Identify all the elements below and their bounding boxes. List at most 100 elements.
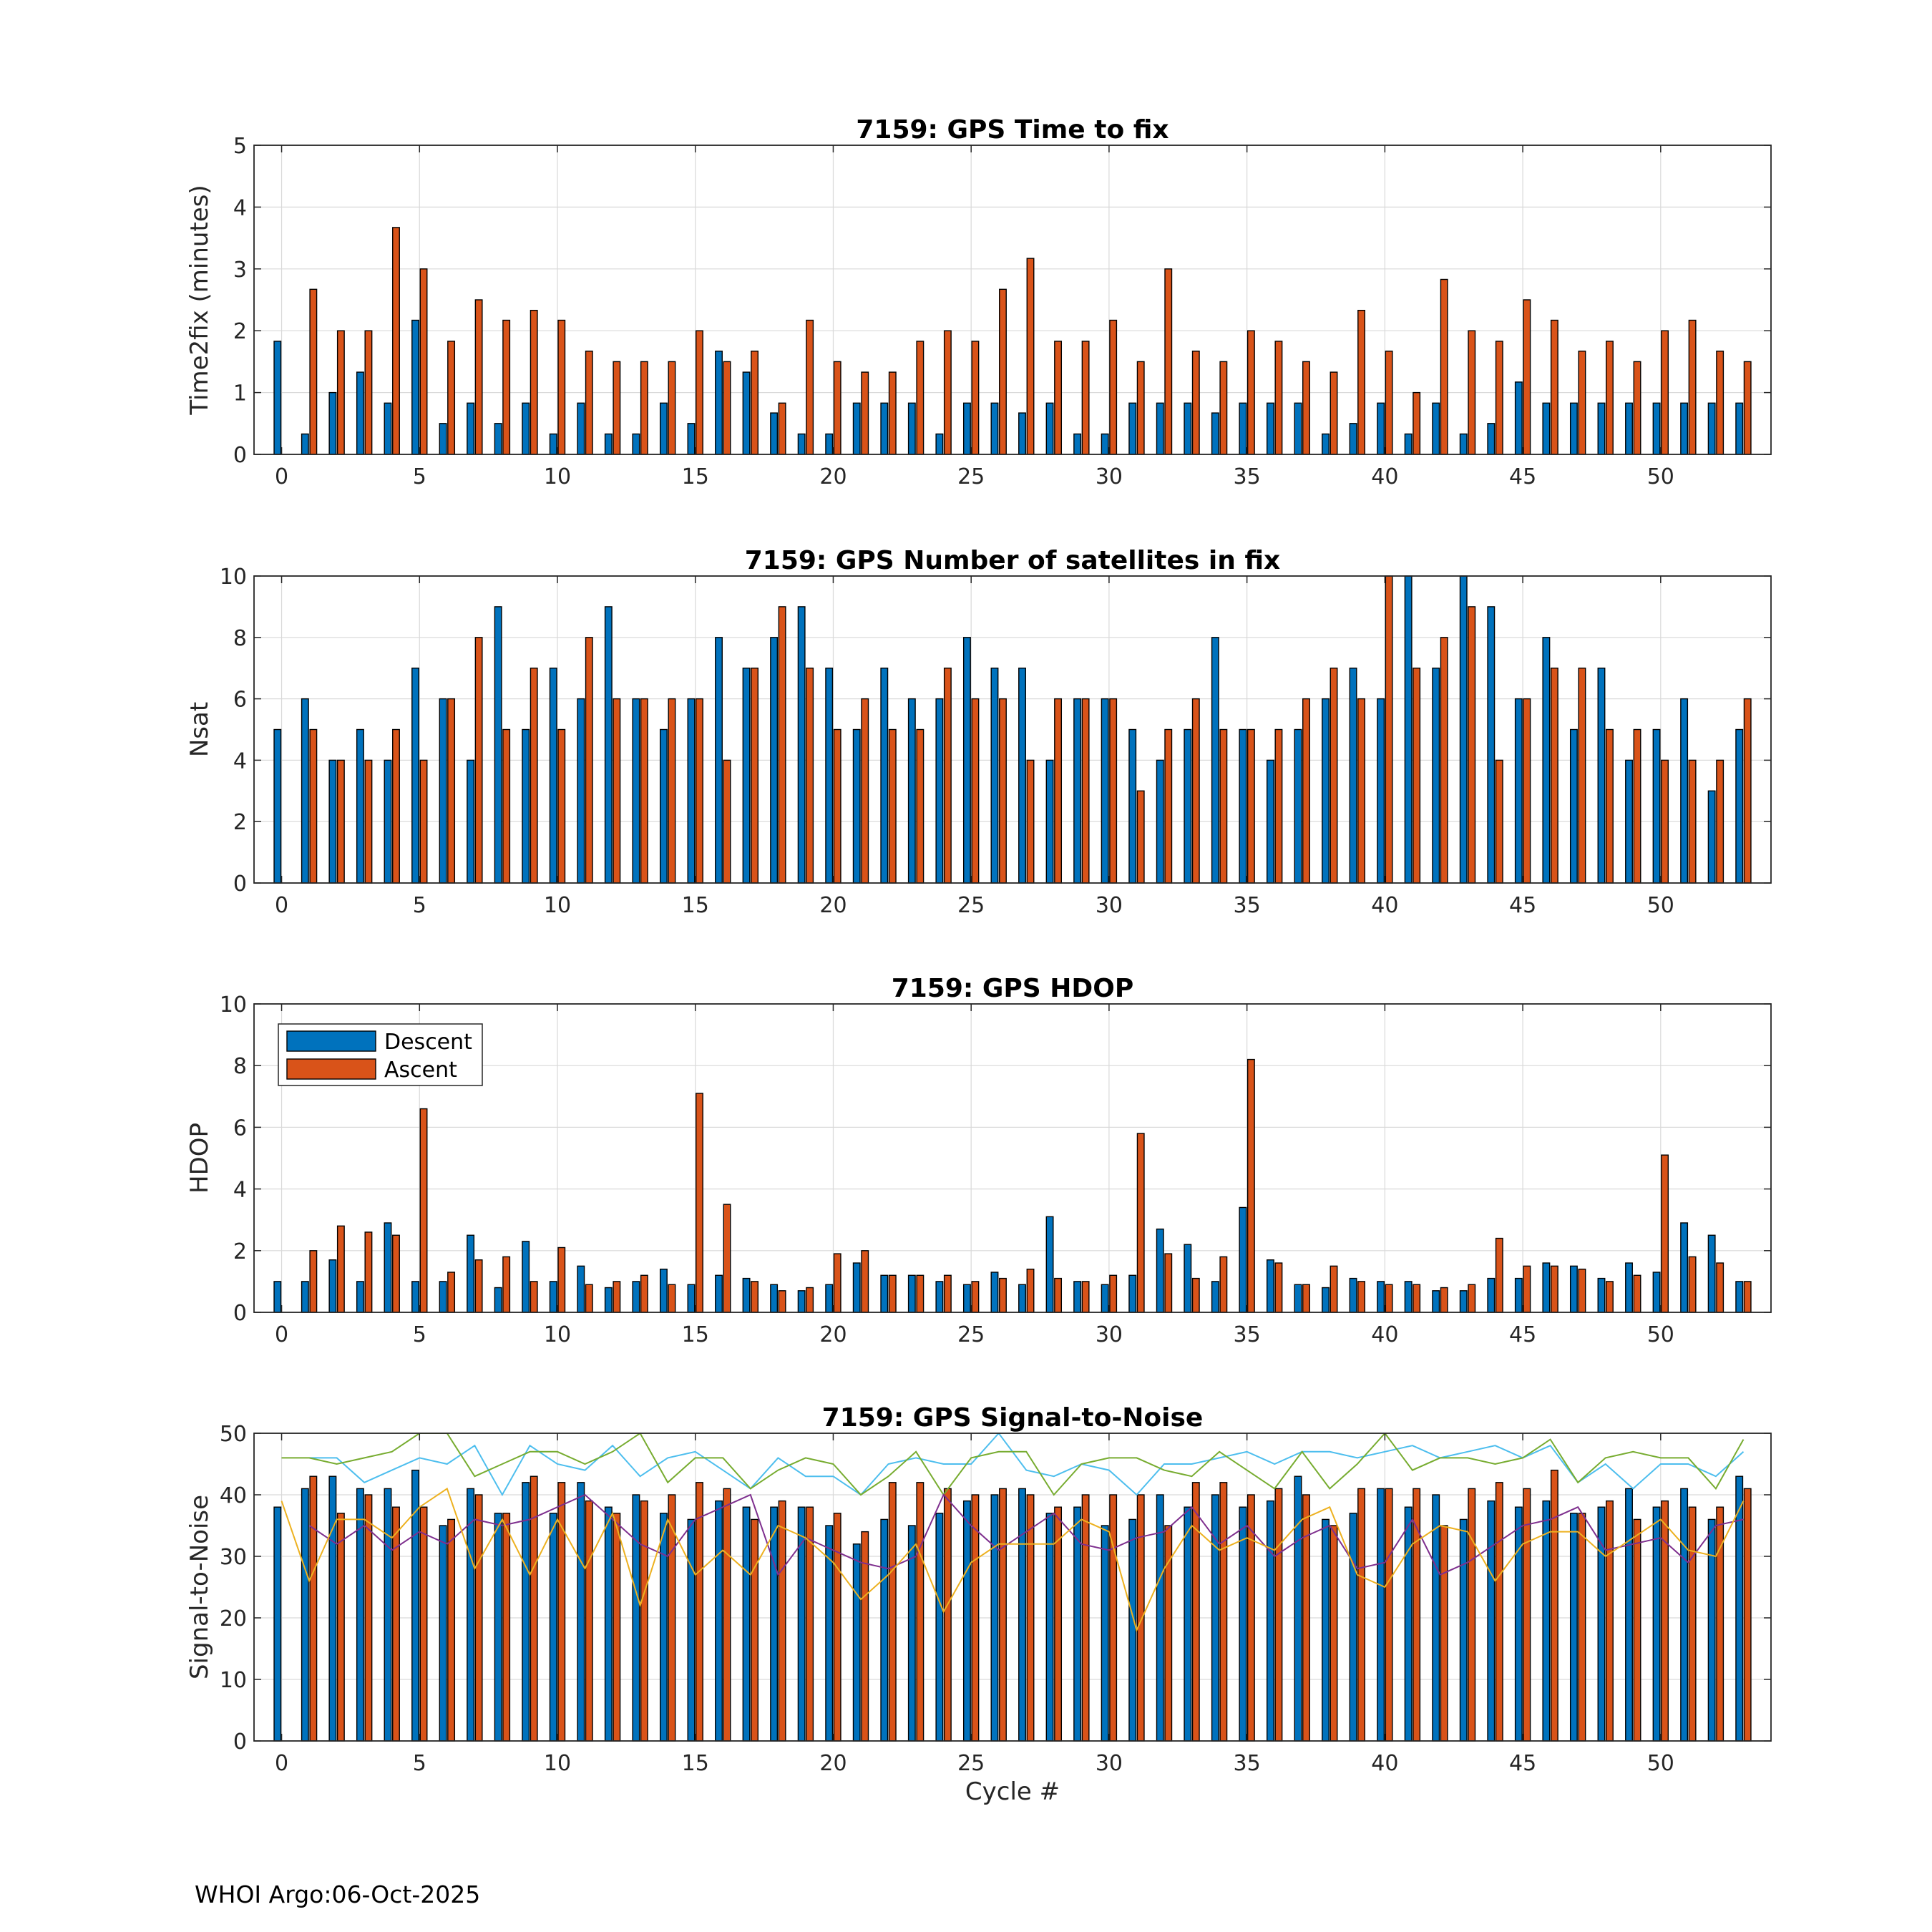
- descent-bar: [715, 351, 723, 455]
- x-tick-label: 35: [1234, 1322, 1261, 1347]
- descent-bar: [1432, 402, 1440, 455]
- descent-bar: [1018, 412, 1026, 455]
- descent-bar: [1239, 728, 1247, 884]
- descent-bar: [384, 759, 392, 884]
- chart-title: 7159: GPS Time to fix: [856, 115, 1169, 145]
- ascent-bar: [557, 1246, 566, 1313]
- ascent-bar: [751, 1281, 759, 1313]
- descent-bar: [1349, 668, 1357, 884]
- snr-line-second: [281, 1433, 1745, 1496]
- descent-bar: [273, 341, 282, 455]
- x-tick-label: 50: [1647, 893, 1674, 918]
- ascent-bar: [1550, 1469, 1558, 1742]
- ascent-bar: [474, 299, 483, 455]
- descent-bar: [439, 1281, 447, 1313]
- ascent-bar: [1330, 1265, 1338, 1313]
- ascent-bar: [971, 698, 980, 884]
- y-axis-label: Nsat: [185, 702, 214, 757]
- descent-bar: [411, 668, 419, 884]
- descent-bar: [1487, 1500, 1496, 1742]
- ascent-bar: [1606, 1281, 1614, 1313]
- ascent-bar: [1661, 1500, 1669, 1742]
- ascent-bar: [1109, 698, 1118, 884]
- descent-bar: [273, 728, 282, 884]
- descent-bar: [1266, 759, 1274, 884]
- descent-bar: [1652, 728, 1661, 884]
- descent-bar: [1404, 433, 1413, 455]
- descent-bar: [1018, 1284, 1026, 1313]
- descent-bar: [1184, 402, 1192, 455]
- ascent-bar: [392, 1234, 400, 1313]
- descent-bar: [1156, 402, 1164, 455]
- ascent-bar: [751, 1518, 759, 1742]
- ascent-bar: [1661, 759, 1669, 884]
- descent-bar: [273, 1506, 282, 1742]
- ascent-bar: [1606, 341, 1614, 455]
- descent-bar: [1045, 402, 1054, 455]
- descent-bar: [411, 319, 419, 455]
- descent-bar: [301, 1488, 309, 1742]
- descent-bar: [549, 433, 557, 455]
- ascent-bar: [613, 698, 621, 884]
- descent-bar: [439, 423, 447, 455]
- ascent-bar: [1578, 351, 1586, 455]
- ascent-bar: [1081, 698, 1090, 884]
- y-tick-label: 4: [233, 1178, 247, 1203]
- ascent-bar: [1688, 319, 1697, 455]
- ascent-bar: [916, 341, 924, 455]
- descent-bar: [880, 402, 889, 455]
- x-tick-label: 15: [682, 893, 709, 918]
- legend-ascent-label: Ascent: [384, 1058, 457, 1083]
- y-tick-label: 10: [220, 992, 247, 1018]
- ascent-bar: [1191, 1482, 1200, 1742]
- ascent-bar: [502, 1513, 511, 1742]
- ascent-bar: [696, 1482, 703, 1742]
- ascent-bar: [1633, 1274, 1641, 1313]
- descent-bar: [1597, 1506, 1606, 1742]
- ascent-bar: [336, 1225, 345, 1313]
- ascent-bar: [723, 759, 731, 884]
- descent-bar: [880, 668, 889, 884]
- ascent-bar: [1495, 1482, 1503, 1742]
- ascent-bar: [1054, 698, 1063, 884]
- ascent-bar: [1274, 1262, 1283, 1313]
- y-tick-label: 4: [233, 195, 247, 220]
- ascent-bar: [1578, 668, 1586, 884]
- y-tick-label: 6: [233, 1116, 247, 1141]
- ascent-bar: [999, 1488, 1007, 1742]
- descent-bar: [990, 402, 999, 455]
- descent-bar: [1239, 402, 1247, 455]
- ascent-bar: [668, 361, 676, 455]
- ascent-bar: [392, 728, 400, 884]
- x-tick-label: 30: [1096, 1751, 1123, 1776]
- x-tick-label: 5: [413, 1322, 426, 1347]
- descent-bar: [1045, 1216, 1054, 1313]
- ascent-bar: [1219, 361, 1228, 455]
- descent-bar: [1487, 1277, 1496, 1313]
- descent-bar: [990, 1272, 999, 1313]
- descent-bar: [1377, 698, 1385, 884]
- x-tick-label: 35: [1234, 893, 1261, 918]
- x-tick-label: 25: [957, 464, 985, 489]
- y-tick-label: 10: [220, 565, 247, 590]
- y-tick-label: 6: [233, 688, 247, 713]
- y-tick-label: 2: [233, 319, 247, 344]
- ascent-bar: [1385, 1284, 1393, 1313]
- ascent-bar: [723, 361, 731, 455]
- ascent-bar: [502, 319, 511, 455]
- descent-bar: [1487, 606, 1496, 884]
- descent-bar: [1707, 1518, 1716, 1742]
- descent-bar: [1184, 1244, 1192, 1313]
- ascent-bar: [530, 309, 538, 455]
- x-tick-label: 40: [1371, 893, 1398, 918]
- x-tick-label: 30: [1096, 1322, 1123, 1347]
- descent-bar: [935, 433, 944, 455]
- descent-bar: [1514, 698, 1523, 884]
- descent-bar: [1680, 1488, 1689, 1742]
- x-tick-label: 25: [957, 1751, 985, 1776]
- ascent-bar: [1495, 1237, 1503, 1313]
- descent-bar: [1652, 1506, 1661, 1742]
- descent-bar: [356, 371, 364, 455]
- ascent-bar: [943, 668, 952, 884]
- ascent-bar: [474, 1259, 483, 1313]
